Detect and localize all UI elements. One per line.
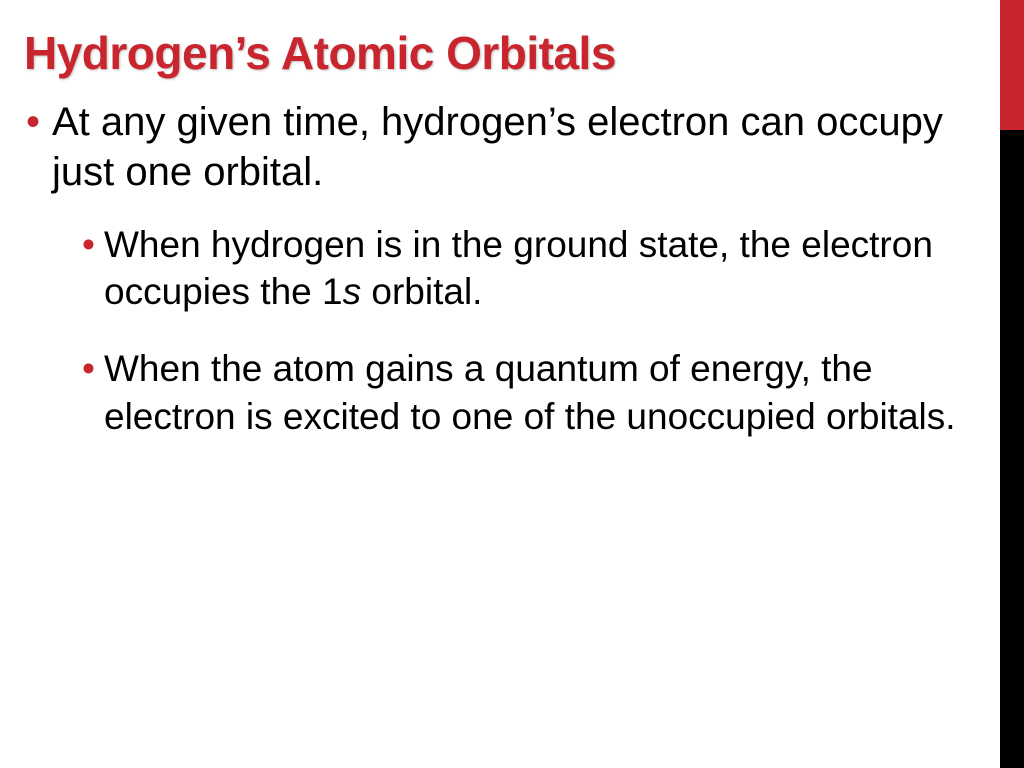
slide-body: Hydrogen’s Atomic Orbitals At any given …: [0, 0, 1000, 768]
accent-bar-top: [1000, 0, 1024, 130]
bullet-list-lvl1: At any given time, hydrogen’s electron c…: [24, 97, 960, 440]
bullet-lvl2-text-ital: s: [343, 271, 362, 312]
bullet-lvl2-item: When hydrogen is in the ground state, th…: [52, 221, 960, 316]
bullet-list-lvl2: When hydrogen is in the ground state, th…: [52, 221, 960, 440]
bullet-lvl2-text-pre: When hydrogen is in the ground state, th…: [104, 224, 933, 312]
slide-title: Hydrogen’s Atomic Orbitals: [24, 28, 960, 79]
accent-bar-bottom: [1000, 130, 1024, 768]
bullet-lvl2-text-post: orbital.: [361, 271, 482, 312]
bullet-lvl1-item: At any given time, hydrogen’s electron c…: [24, 97, 960, 440]
bullet-lvl1-text: At any given time, hydrogen’s electron c…: [52, 100, 943, 194]
bullet-lvl2-item: When the atom gains a quantum of energy,…: [52, 345, 960, 440]
bullet-lvl2-text: When the atom gains a quantum of energy,…: [104, 348, 956, 436]
